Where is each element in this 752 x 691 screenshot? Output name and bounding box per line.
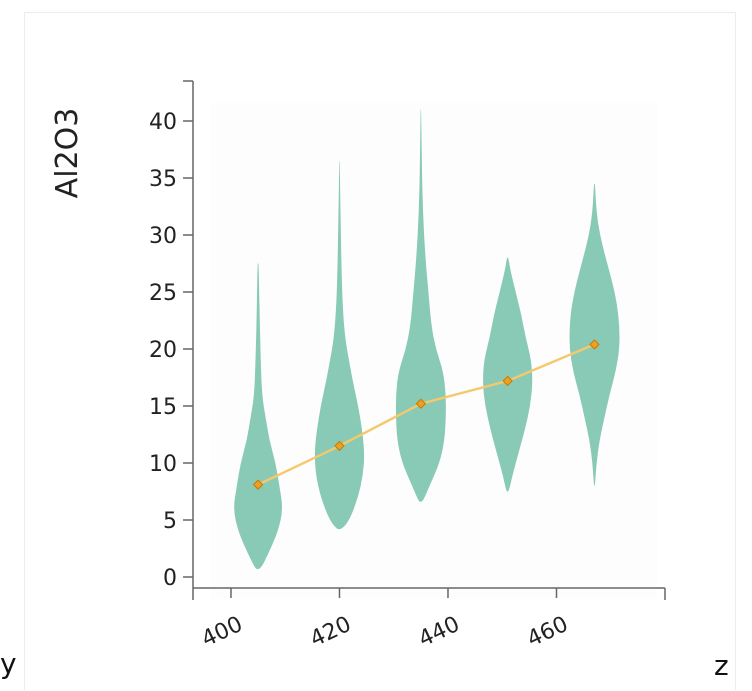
trend-point-451 (502, 375, 513, 387)
y-tick-label-30: 30 (149, 224, 177, 249)
violin-405 (234, 263, 283, 570)
violin-451 (483, 257, 533, 492)
corner-label-left: y (0, 647, 17, 680)
violin-467 (569, 183, 620, 486)
trend-group (252, 339, 600, 490)
trend-point-405 (252, 479, 264, 490)
y-tick-label-20: 20 (149, 338, 177, 363)
y-tick-label-40: 40 (149, 110, 177, 135)
y-tick-label-35: 35 (149, 167, 177, 192)
y-axis-label: Al2O3 (50, 108, 85, 199)
y-tick-label-0: 0 (163, 566, 177, 591)
trend-point-467 (589, 339, 600, 350)
x-tick-label-440: 440 (415, 612, 464, 652)
violin-435 (395, 109, 446, 502)
y-tick-label-25: 25 (149, 281, 177, 306)
x-tick-label-420: 420 (306, 612, 355, 652)
violin-chart: 0 5 10 15 20 25 30 35 40 Al2O3 400 420 440 460 (50, 80, 666, 652)
corner-label-right: z (714, 649, 729, 682)
y-tick-label-15: 15 (149, 395, 177, 420)
y-tick-label-10: 10 (149, 452, 177, 477)
trend-point-420 (334, 440, 345, 452)
violin-420 (314, 160, 365, 530)
x-tick-label-460: 460 (523, 612, 572, 652)
violins-group (234, 109, 620, 570)
x-tick-label-400: 400 (198, 612, 247, 652)
trend-point-435 (415, 398, 427, 409)
y-tick-label-5: 5 (163, 509, 177, 534)
chart-panel: 0 5 10 15 20 25 30 35 40 Al2O3 400 420 440 460 (24, 12, 736, 690)
